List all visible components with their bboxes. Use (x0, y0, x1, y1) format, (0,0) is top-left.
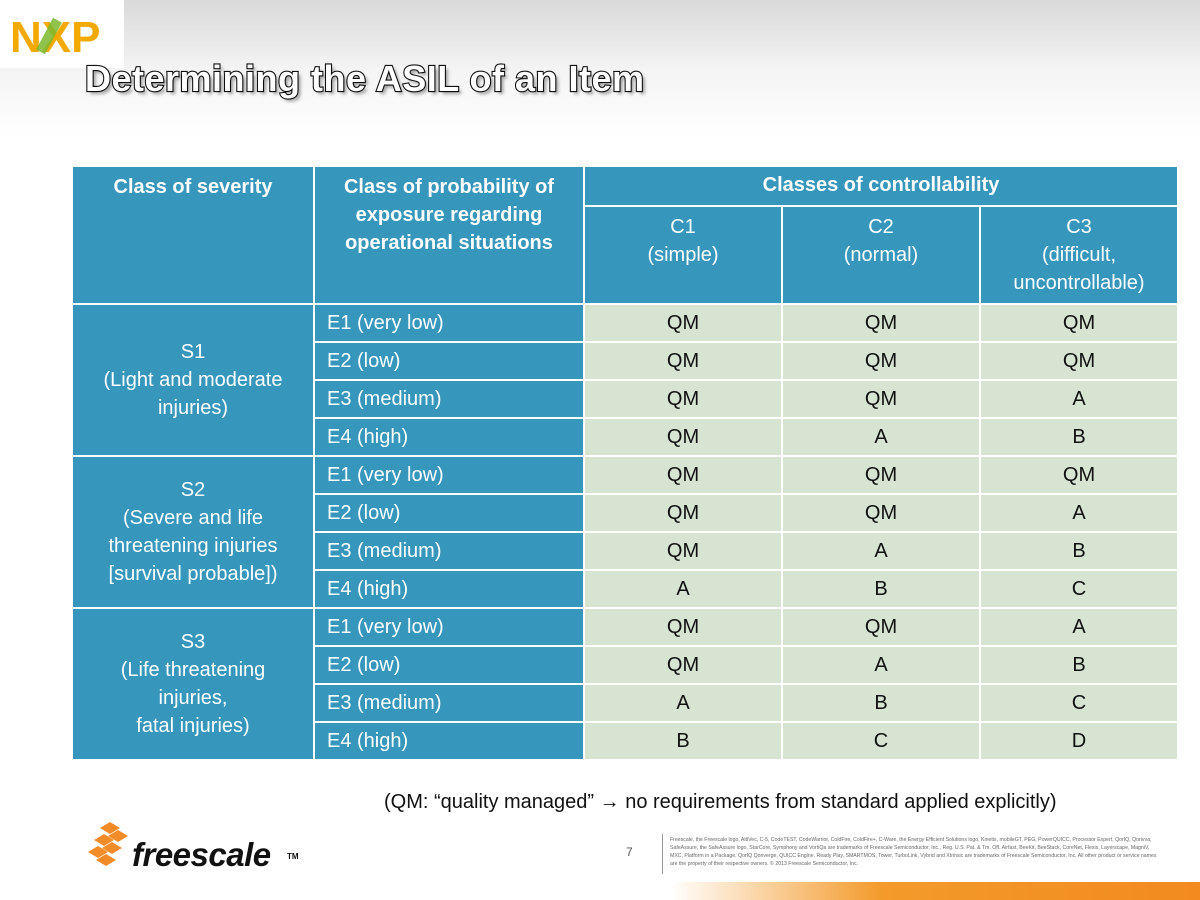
asil-value-cell: A (979, 493, 1179, 533)
exposure-cell: E3 (medium) (313, 683, 585, 723)
table-row: E4 (high) QM A B (72, 417, 1179, 457)
asil-value-cell: QM (583, 531, 783, 571)
asil-value-cell: QM (781, 379, 981, 419)
severity-desc-line: (Light and moderate (103, 369, 283, 391)
c3-desc: (difficult, uncontrollable) (1013, 244, 1145, 294)
table-row: E2 (low) QM A B (72, 645, 1179, 685)
severity-cell-s3: S3 (Life threatening injuries, fatal injuri… (71, 607, 315, 761)
asil-value-cell: QM (781, 341, 981, 381)
exposure-cell: E4 (high) (313, 569, 585, 609)
exposure-cell: E1 (very low) (313, 303, 585, 343)
c2-code: C2 (868, 216, 894, 238)
asil-value-cell: B (979, 645, 1179, 685)
c3-code: C3 (1066, 216, 1092, 238)
severity-code: S3 (180, 631, 206, 653)
footer-accent-bar (670, 882, 1200, 900)
table-row: E3 (medium) A B C (72, 683, 1179, 723)
asil-value-cell: QM (781, 303, 981, 343)
asil-value-cell: QM (583, 607, 783, 647)
asil-value-cell: QM (583, 417, 783, 457)
severity-desc-line: (Life threatening (120, 659, 266, 681)
severity-desc-line: injuries) (157, 397, 229, 419)
asil-value-cell: A (781, 645, 981, 685)
asil-value-cell: QM (583, 303, 783, 343)
exposure-cell: E2 (low) (313, 645, 585, 685)
asil-value-cell: QM (583, 645, 783, 685)
asil-value-cell: QM (781, 607, 981, 647)
asil-value-cell: B (583, 721, 783, 761)
header-c3: C3 (difficult, uncontrollable) (979, 205, 1179, 305)
exposure-cell: E1 (very low) (313, 607, 585, 647)
qm-footnote: (QM: “quality managed” → no requirements… (384, 791, 1057, 813)
asil-value-cell: C (781, 721, 981, 761)
footer-divider (662, 834, 663, 874)
exposure-cell: E1 (very low) (313, 455, 585, 495)
freescale-logo-icon (88, 822, 128, 866)
table-row: E2 (low) QM QM A (72, 493, 1179, 533)
asil-value-cell: QM (583, 455, 783, 495)
header-c2: C2 (normal) (781, 205, 981, 305)
header-c1: C1 (simple) (583, 205, 783, 305)
asil-value-cell: A (781, 417, 981, 457)
asil-value-cell: QM (979, 455, 1179, 495)
c1-code: C1 (670, 216, 696, 238)
header-controllability: Classes of controllability (583, 165, 1179, 207)
asil-value-cell: C (979, 683, 1179, 723)
severity-desc-line: [survival probable]) (108, 563, 278, 585)
asil-table: Class of severity Class of probability o… (71, 165, 1179, 761)
c2-desc: (normal) (843, 244, 919, 266)
table-row: E3 (medium) QM A B (72, 531, 1179, 571)
exposure-cell: E3 (medium) (313, 531, 585, 571)
severity-code: S1 (180, 341, 206, 363)
table-row: E2 (low) QM QM QM (72, 341, 1179, 381)
asil-value-cell: A (583, 683, 783, 723)
page-title: Determining the ASIL of an Item (84, 57, 645, 100)
c1-desc: (simple) (647, 244, 719, 266)
freescale-wordmark: freescale (132, 836, 271, 873)
severity-code: S2 (180, 479, 206, 501)
legal-text: Freescale, the Freescale logo, AltiVec, … (670, 837, 1157, 867)
table-row: S1 (Light and moderate injuries) E1 (very l… (71, 303, 1179, 457)
asil-value-cell: QM (583, 379, 783, 419)
severity-desc-line: threatening injuries (108, 535, 278, 557)
asil-value-cell: QM (781, 493, 981, 533)
asil-value-cell: C (979, 569, 1179, 609)
asil-value-cell: B (979, 417, 1179, 457)
asil-value-cell: B (979, 531, 1179, 571)
asil-value-cell: A (781, 531, 981, 571)
exposure-cell: E3 (medium) (313, 379, 585, 419)
asil-value-cell: QM (583, 493, 783, 533)
table-row: S2 (Severe and life threatening injuries [s… (71, 455, 1179, 609)
freescale-tm: TM (287, 852, 299, 861)
asil-value-cell: A (583, 569, 783, 609)
asil-value-cell: B (781, 683, 981, 723)
severity-cell-s1: S1 (Light and moderate injuries) (71, 303, 315, 457)
asil-value-cell: QM (781, 455, 981, 495)
asil-value-cell: QM (979, 341, 1179, 381)
page-number: 7 (626, 845, 633, 859)
severity-desc-line: (Severe and life (122, 507, 264, 529)
exposure-cell: E2 (low) (313, 493, 585, 533)
asil-value-cell: B (781, 569, 981, 609)
header-exposure: Class of probability of exposure regardi… (313, 165, 585, 305)
table-row: S3 (Life threatening injuries, fatal injuri… (71, 607, 1179, 761)
header-severity: Class of severity (71, 165, 315, 305)
asil-value-cell: A (979, 607, 1179, 647)
severity-desc-line: fatal injuries) (136, 715, 250, 737)
nxp-logo: NXP (0, 0, 124, 68)
table-row: E4 (high) B C D (72, 721, 1179, 761)
exposure-cell: E2 (low) (313, 341, 585, 381)
table-row: E4 (high) A B C (72, 569, 1179, 609)
exposure-cell: E4 (high) (313, 721, 585, 761)
severity-cell-s2: S2 (Severe and life threatening injuries [s… (71, 455, 315, 609)
table-row: E3 (medium) QM QM A (72, 379, 1179, 419)
asil-value-cell: QM (583, 341, 783, 381)
severity-desc-line: injuries, (158, 687, 228, 709)
asil-value-cell: D (979, 721, 1179, 761)
asil-value-cell: A (979, 379, 1179, 419)
exposure-cell: E4 (high) (313, 417, 585, 457)
asil-value-cell: QM (979, 303, 1179, 343)
